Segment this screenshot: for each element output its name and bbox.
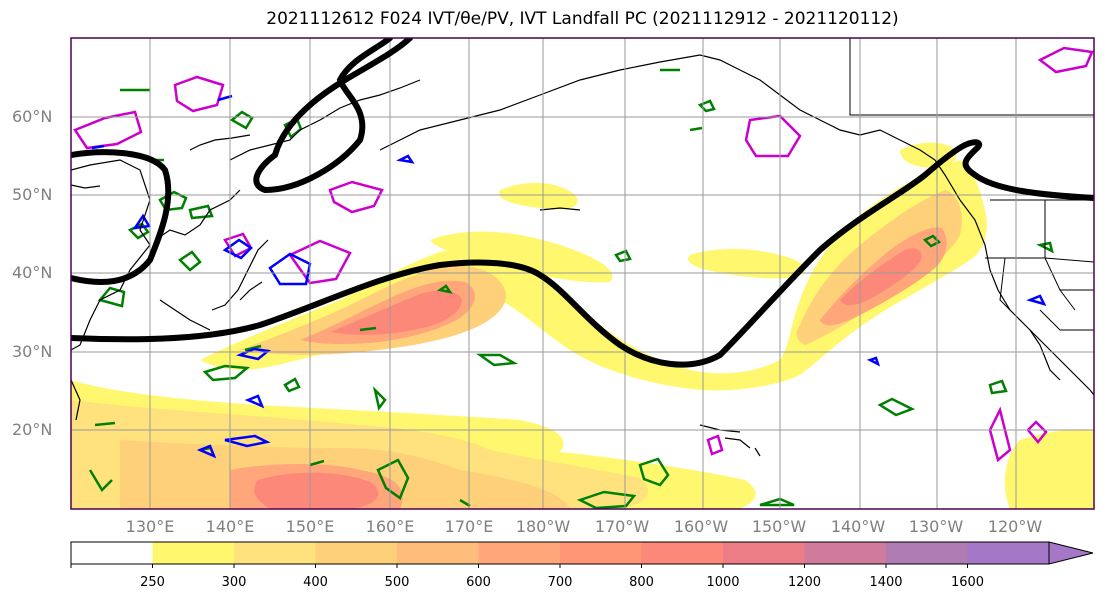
- ivt-landfall-contour: [71, 38, 1094, 368]
- colorbar-segment: [152, 542, 235, 564]
- colorbar-segment: [804, 542, 887, 564]
- lon-label: 140°E: [205, 517, 255, 536]
- lat-label: 40°N: [12, 263, 53, 282]
- colorbar-tick-label: 1400: [869, 575, 903, 590]
- lon-label: 120°W: [987, 517, 1043, 536]
- lon-label: 170°E: [444, 517, 494, 536]
- colorbar-segment: [315, 542, 398, 564]
- colorbar-segment: [967, 542, 1050, 564]
- lon-label: 130°E: [125, 517, 175, 536]
- lon-label: 130°W: [908, 517, 964, 536]
- colorbar-tick-label: 250: [140, 575, 165, 590]
- lon-label: 170°W: [594, 517, 650, 536]
- colorbar-tick-label: 800: [629, 575, 654, 590]
- colorbar-extend-arrow: [1048, 541, 1094, 565]
- colorbar-tick-label: 400: [303, 575, 328, 590]
- lon-label: 160°W: [673, 517, 729, 536]
- lon-label: 150°E: [285, 517, 335, 536]
- lat-label: 20°N: [12, 420, 53, 439]
- lon-label: 150°W: [751, 517, 807, 536]
- pv-contours: [73, 46, 1094, 463]
- lat-label: 30°N: [12, 342, 53, 361]
- colorbar-segment: [397, 542, 479, 564]
- map-plot-area: [71, 38, 1094, 509]
- colorbar-segment: [478, 542, 561, 564]
- colorbar: [70, 541, 1094, 568]
- ivt-filled-contours: [71, 142, 1094, 509]
- map-title: 2021112612 F024 IVT/θe/PV, IVT Landfall …: [266, 9, 899, 29]
- colorbar-tick-label: 500: [384, 575, 410, 590]
- colorbar-segment: [641, 542, 724, 564]
- colorbar-segment: [886, 542, 968, 564]
- colorbar-tick-label: 1000: [706, 575, 740, 590]
- map-frame: [70, 37, 1095, 510]
- theta-e-contours: [88, 68, 1054, 509]
- colorbar-tick-label: 300: [221, 575, 247, 590]
- colorbar-segment: [723, 542, 805, 564]
- lon-label: 140°W: [830, 517, 886, 536]
- colorbar-segment: [560, 542, 642, 564]
- colorbar-tick-label: 600: [466, 575, 491, 590]
- lat-label: 50°N: [12, 185, 53, 204]
- lon-label: 180°W: [515, 517, 571, 536]
- colorbar-tick-label: 700: [547, 575, 573, 590]
- colorbar-tick-label: 1200: [787, 575, 822, 590]
- lat-label: 60°N: [12, 107, 53, 126]
- colorbar-segment: [71, 542, 153, 564]
- colorbar-segment: [234, 542, 316, 564]
- gridlines: [71, 38, 1094, 509]
- colorbar-tick-label: 1600: [950, 575, 985, 590]
- borders: [849, 38, 1094, 331]
- lon-label: 160°E: [365, 517, 415, 536]
